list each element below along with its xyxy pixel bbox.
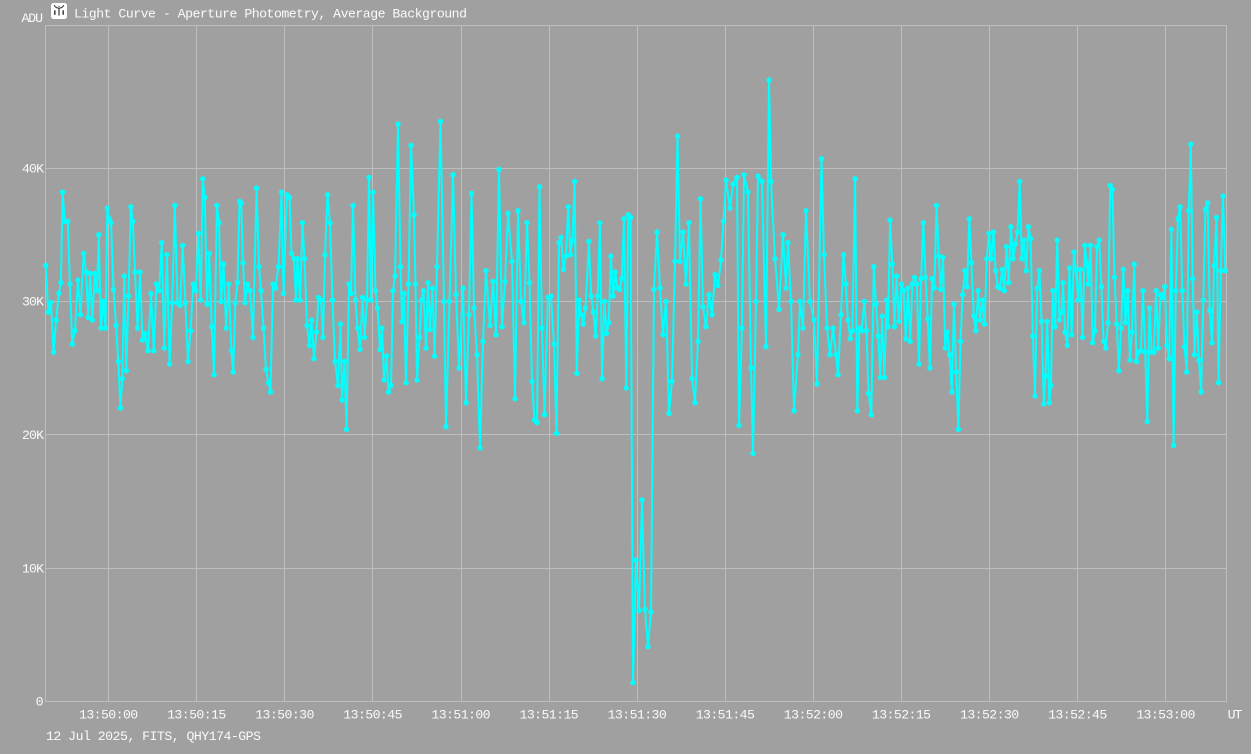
- svg-text:13:50:00: 13:50:00: [79, 708, 138, 723]
- svg-text:13:52:15: 13:52:15: [872, 708, 931, 723]
- svg-text:13:51:15: 13:51:15: [520, 708, 579, 723]
- svg-text:13:52:30: 13:52:30: [960, 708, 1019, 723]
- svg-text:13:50:15: 13:50:15: [167, 708, 226, 723]
- svg-text:20K: 20K: [22, 428, 44, 443]
- svg-text:10K: 10K: [22, 561, 44, 576]
- svg-text:13:53:00: 13:53:00: [1136, 708, 1195, 723]
- svg-text:40K: 40K: [22, 161, 44, 176]
- svg-text:13:51:00: 13:51:00: [431, 708, 490, 723]
- svg-text:13:51:30: 13:51:30: [608, 708, 667, 723]
- svg-text:13:50:30: 13:50:30: [255, 708, 314, 723]
- svg-text:ADU: ADU: [22, 11, 44, 26]
- svg-text:UT: UT: [1228, 708, 1243, 723]
- svg-text:13:51:45: 13:51:45: [696, 708, 755, 723]
- svg-text:12 Jul 2025, FITS, QHY174-GPS: 12 Jul 2025, FITS, QHY174-GPS: [46, 729, 261, 744]
- svg-text:30K: 30K: [22, 295, 44, 310]
- svg-text:13:52:00: 13:52:00: [784, 708, 843, 723]
- svg-text:13:52:45: 13:52:45: [1048, 708, 1107, 723]
- svg-text:0: 0: [36, 695, 44, 710]
- svg-text:Light Curve - Aperture Photome: Light Curve - Aperture Photometry, Avera…: [74, 6, 467, 21]
- svg-text:13:50:45: 13:50:45: [343, 708, 402, 723]
